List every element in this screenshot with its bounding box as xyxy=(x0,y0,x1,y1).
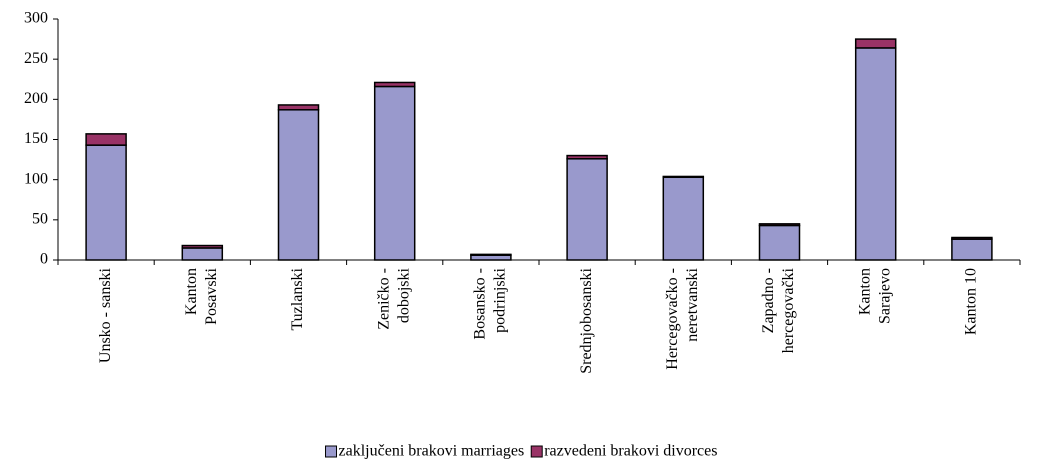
x-tick-label: Unsko - sanski xyxy=(97,267,114,363)
legend-swatch xyxy=(325,445,338,458)
bar-segment xyxy=(277,104,320,111)
x-tick-label: Zeničko - xyxy=(375,268,392,330)
bar-segment xyxy=(951,236,993,240)
x-tick-label: Hercegovačko - xyxy=(664,268,681,370)
bar-segment xyxy=(85,133,127,146)
legend-label: zaključeni brakovi marriages xyxy=(339,443,525,460)
y-tick-label: 300 xyxy=(24,10,48,27)
bar-segment xyxy=(758,224,801,261)
bar-segment xyxy=(662,176,705,261)
x-tick-label: neretvanski xyxy=(684,267,701,341)
x-tick-label: Posavski xyxy=(203,267,220,324)
bar-segment xyxy=(373,85,416,261)
bar-segment xyxy=(181,244,224,249)
legend-label: razvedeni brakovi divorces xyxy=(544,443,717,460)
bar-segment xyxy=(277,109,320,261)
y-tick-label: 0 xyxy=(40,251,48,268)
bar-segment xyxy=(566,154,608,160)
legend-swatch xyxy=(530,445,543,458)
bar-segment xyxy=(854,38,897,49)
x-tick-label: Kanton 10 xyxy=(963,268,980,335)
x-tick-label: Kanton xyxy=(183,268,200,315)
bar-segment xyxy=(854,47,897,261)
bar-segment xyxy=(470,253,512,256)
x-tick-label: podrinjski xyxy=(492,267,509,332)
x-tick-label: Sarajevo xyxy=(876,268,893,324)
bar-segment xyxy=(373,81,416,88)
y-tick-label: 150 xyxy=(24,130,48,147)
bar-segment xyxy=(951,238,993,261)
y-tick-label: 50 xyxy=(32,211,48,228)
x-tick-label: Srednjobosanski xyxy=(578,267,595,373)
x-tick-label: Bosansko - xyxy=(472,268,489,340)
x-tick-label: hercegovački xyxy=(780,267,797,353)
bar-segment xyxy=(758,223,801,227)
x-tick-label: dobojski xyxy=(395,267,412,323)
y-tick-label: 250 xyxy=(24,50,48,67)
y-tick-label: 100 xyxy=(24,170,48,187)
x-tick-label: Tuzlanski xyxy=(289,267,306,330)
bar-segment xyxy=(181,247,224,261)
x-tick-label: Kanton xyxy=(856,268,873,315)
bar-segment xyxy=(566,158,608,261)
bar-segment xyxy=(85,144,127,261)
x-tick-label: Zapadno - xyxy=(760,268,777,333)
y-tick-label: 200 xyxy=(24,90,48,107)
bar-segment xyxy=(662,175,705,179)
